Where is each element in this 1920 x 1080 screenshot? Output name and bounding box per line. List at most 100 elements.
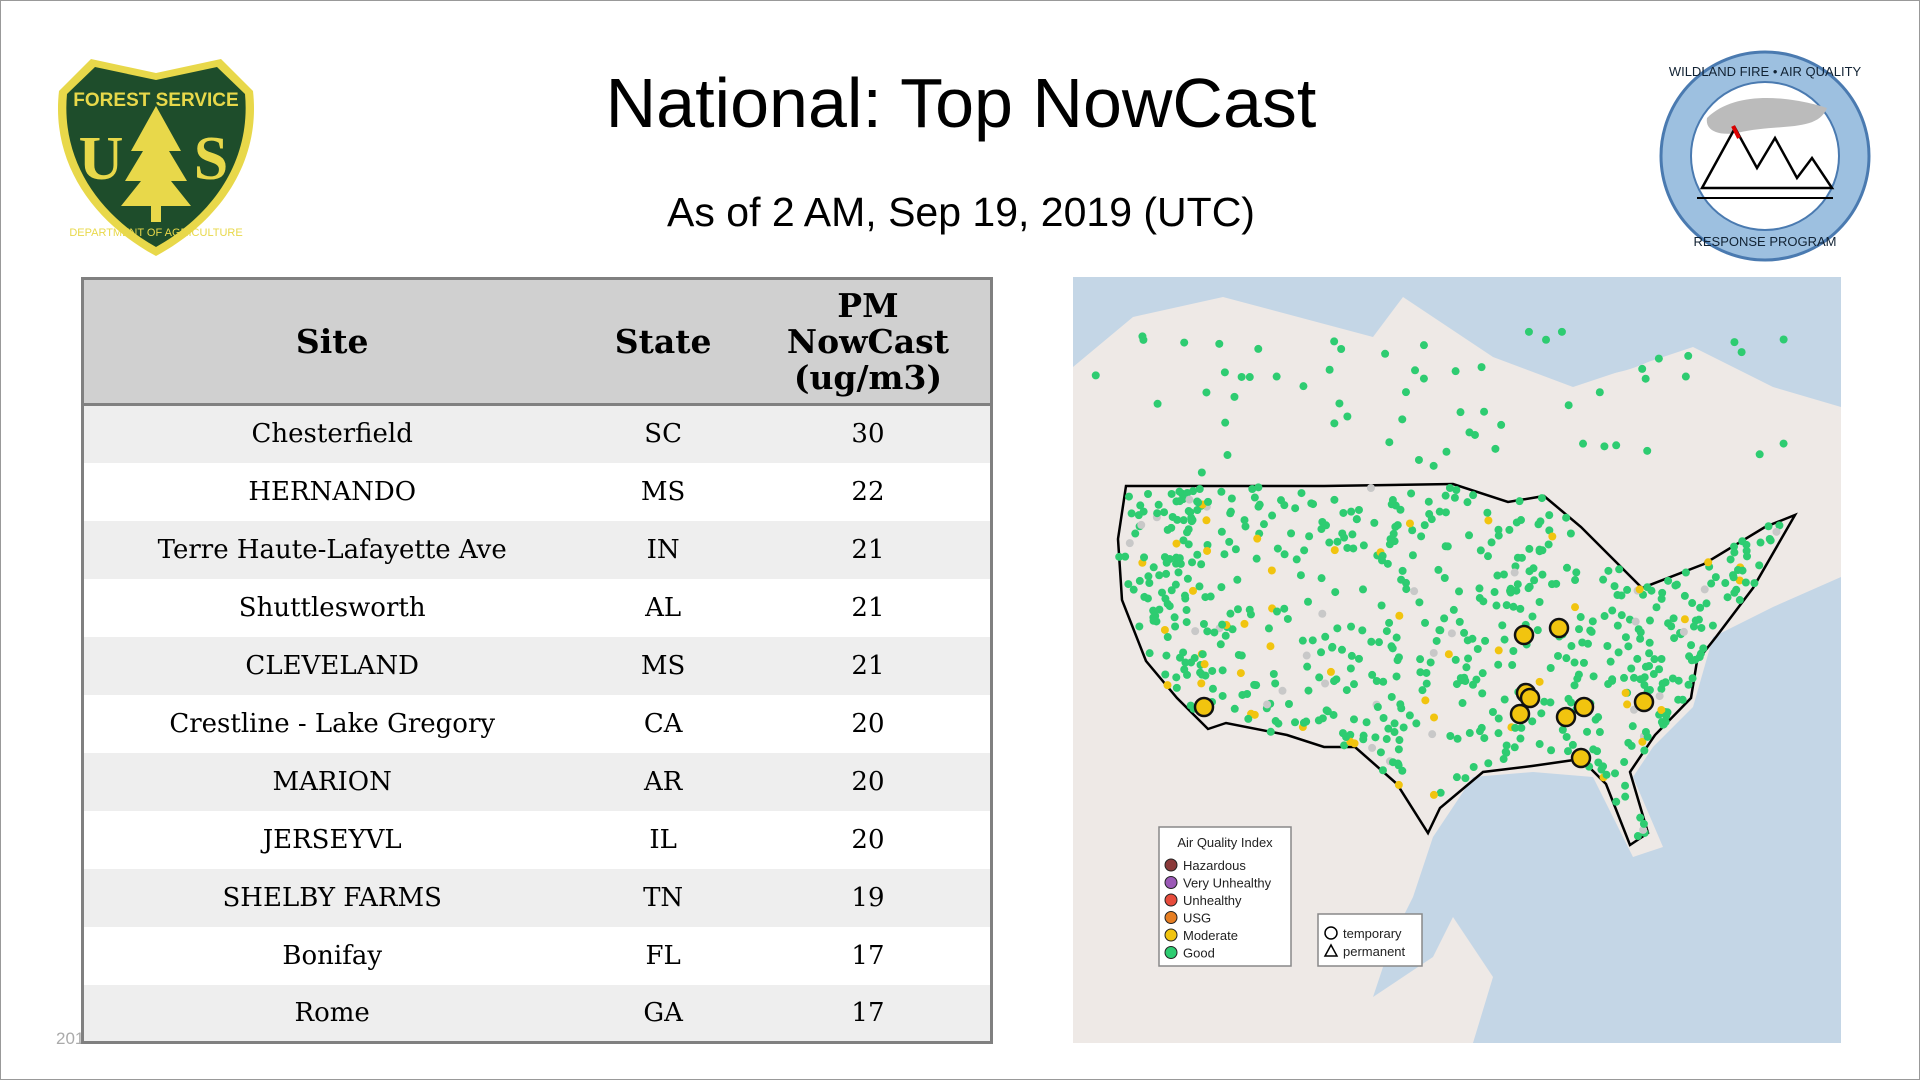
monitor-dot <box>1254 483 1263 492</box>
monitor-dot <box>1481 636 1490 645</box>
cell-state: MS <box>640 476 686 507</box>
monitor-dot <box>1647 586 1656 595</box>
svg-text:S: S <box>194 125 228 193</box>
monitor-dot <box>1515 497 1524 506</box>
monitor-dot <box>1511 562 1520 571</box>
monitor-dot <box>1187 513 1196 522</box>
monitor-dot <box>1564 401 1573 410</box>
monitor-dot <box>1571 603 1580 612</box>
monitor-dot <box>1370 518 1379 527</box>
monitor-dot <box>1755 450 1764 459</box>
monitor-dot <box>1162 558 1171 567</box>
monitor-dot <box>1379 713 1388 722</box>
monitor-dot <box>1167 586 1176 595</box>
monitor-dot <box>1317 648 1326 657</box>
monitor-dot <box>1458 699 1467 708</box>
monitor-dot <box>1375 638 1384 647</box>
column-header-site: Site <box>82 278 581 406</box>
monitor-dot <box>1711 573 1720 582</box>
monitor-dot <box>1175 487 1184 496</box>
monitor-dot <box>1779 335 1788 344</box>
monitor-dot <box>1579 439 1588 448</box>
monitor-dot <box>1181 658 1190 667</box>
monitor-dot <box>1535 598 1544 607</box>
monitor-dot <box>1354 505 1363 514</box>
monitor-dot <box>1465 729 1474 738</box>
monitor-dot <box>1694 615 1703 624</box>
monitor-dot <box>1627 664 1636 673</box>
monitor-dot <box>1416 668 1425 677</box>
monitor-dot <box>1417 532 1426 541</box>
monitor-dot <box>1202 516 1211 525</box>
monitor-dot <box>1766 536 1775 545</box>
monitor-dot <box>1554 651 1563 660</box>
monitor-dot <box>1453 734 1462 743</box>
column-header-pm-nowcast: PM NowCast (ug/m3) <box>745 278 992 406</box>
monitor-dot <box>1571 576 1580 585</box>
svg-text:U: U <box>79 125 124 193</box>
monitor-dot <box>1171 622 1180 631</box>
monitor-dot <box>1608 606 1617 615</box>
monitor-dot <box>1421 618 1430 627</box>
monitor-dot <box>1537 709 1546 718</box>
svg-text:DEPARTMENT OF AGRICULTURE: DEPARTMENT OF AGRICULTURE <box>69 227 242 239</box>
monitor-dot <box>1465 428 1474 437</box>
monitor-dot <box>1617 611 1626 620</box>
monitor-dot <box>1198 650 1207 659</box>
wildland-fire-logo: WILDLAND FIRE • AIR QUALITY RESPONSE PRO… <box>1659 50 1871 262</box>
cell-pm-nowcast: 21 <box>745 520 992 579</box>
monitor-dot <box>1654 354 1663 363</box>
monitor-dot <box>1381 349 1390 358</box>
monitor-dot <box>1426 658 1435 667</box>
monitor-dot <box>1407 489 1416 498</box>
monitor-dot <box>1250 680 1259 689</box>
monitor-dot <box>1492 601 1501 610</box>
monitor-dot <box>1479 597 1488 606</box>
monitor-dot <box>1358 626 1367 635</box>
column-header-state: State <box>580 278 746 406</box>
monitor-dot <box>1699 644 1708 653</box>
monitor-dot <box>1330 495 1339 504</box>
monitor-dot <box>1153 399 1162 408</box>
monitor-dot <box>1502 741 1511 750</box>
monitor-dot <box>1127 509 1136 518</box>
monitor-dot <box>1368 670 1377 679</box>
monitor-dot <box>1165 602 1174 611</box>
monitor-dot <box>1174 568 1183 577</box>
page-title: National: Top NowCast <box>605 64 1317 142</box>
monitor-dot <box>1429 648 1438 657</box>
monitor-dot <box>1475 727 1484 736</box>
monitor-dot <box>1366 484 1375 493</box>
monitor-dot <box>1455 617 1464 626</box>
cell-state: SC <box>580 404 746 463</box>
monitor-dot <box>1516 604 1525 613</box>
monitor-dot <box>1764 522 1773 531</box>
monitor-dot <box>1136 501 1145 510</box>
monitor-dot <box>1639 819 1648 828</box>
monitor-dot <box>1210 628 1219 637</box>
monitor-dot <box>1457 676 1466 685</box>
monitor-dot <box>1124 580 1133 589</box>
monitor-dot <box>1153 509 1162 518</box>
legend-swatch <box>1164 946 1178 959</box>
monitor-dot <box>1405 519 1414 528</box>
monitor-dot <box>1349 544 1358 553</box>
monitor-dot <box>1352 515 1361 524</box>
monitor-dot <box>1657 718 1666 727</box>
monitor-dot <box>1414 455 1423 464</box>
monitor-dot <box>1610 582 1619 591</box>
monitor-dot <box>1424 497 1433 506</box>
monitor-dot <box>1390 728 1399 737</box>
monitor-dot <box>1220 550 1229 559</box>
monitor-dot <box>1170 613 1179 622</box>
table-row: Bonifay FL 17 <box>83 927 992 985</box>
monitor-dot <box>1220 368 1229 377</box>
monitor-dot <box>1378 766 1387 775</box>
monitor-dot <box>1179 516 1188 525</box>
monitor-dot <box>1620 758 1629 767</box>
monitor-dot <box>1576 613 1585 622</box>
monitor-dot <box>1221 418 1230 427</box>
monitor-dot <box>1140 553 1149 562</box>
monitor-dot <box>1501 747 1510 756</box>
monitor-dot <box>1730 588 1739 597</box>
